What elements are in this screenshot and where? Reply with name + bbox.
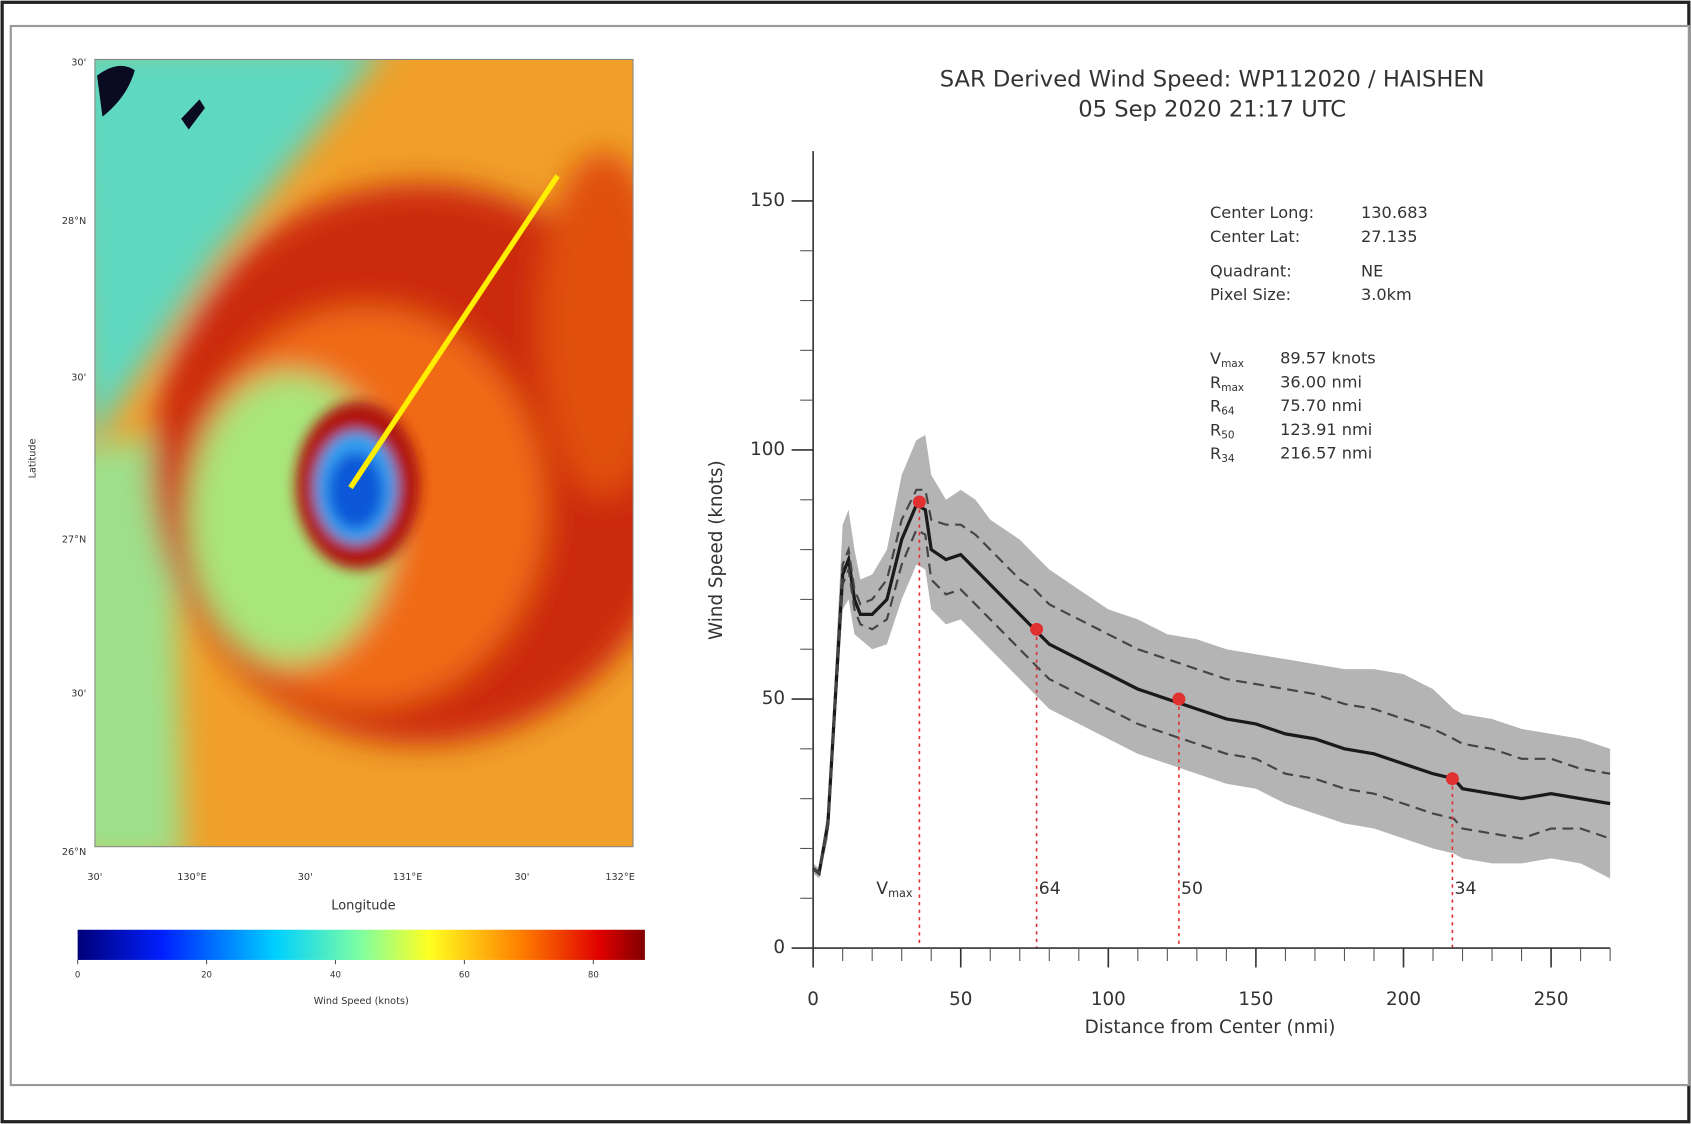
colorbar-tick-label: 80 bbox=[588, 971, 599, 981]
stat-label: Pixel Size: bbox=[1210, 285, 1291, 304]
map-y-label: Latitude bbox=[27, 438, 38, 478]
x-tick-label: 50 bbox=[949, 989, 972, 1010]
colorbar-tick-label: 0 bbox=[75, 971, 80, 981]
radius-stat-label-sub: max bbox=[1221, 358, 1244, 370]
radius-label-base: 64 bbox=[1039, 879, 1061, 899]
radius-point bbox=[913, 495, 926, 508]
chart-subtitle: 05 Sep 2020 21:17 UTC bbox=[1078, 97, 1346, 123]
stat-label: Quadrant: bbox=[1210, 261, 1292, 280]
radius-stat-value: 36.00 nmi bbox=[1280, 372, 1362, 391]
colorbar-tick-label: 60 bbox=[459, 971, 470, 981]
map-lat-tick-label: 28°N bbox=[62, 216, 86, 227]
wind-map bbox=[65, 43, 690, 863]
map-lat-tick-label: 26°N bbox=[62, 847, 86, 858]
radius-stat-label-base: R bbox=[1210, 420, 1221, 439]
map-lat-tick-label: 30' bbox=[71, 373, 86, 384]
radius-stat-label-base: R bbox=[1210, 396, 1221, 415]
radius-stat-label-sub: 34 bbox=[1221, 453, 1235, 465]
radius-stat-value: 216.57 nmi bbox=[1280, 444, 1372, 463]
radius-point bbox=[1172, 693, 1185, 706]
chart-title: SAR Derived Wind Speed: WP112020 / HAISH… bbox=[940, 66, 1485, 92]
x-tick-label: 0 bbox=[807, 989, 819, 1010]
stat-value: NE bbox=[1361, 261, 1383, 280]
radius-stat-label-base: R bbox=[1210, 444, 1221, 463]
radius-point bbox=[1446, 772, 1459, 785]
stat-value: 3.0km bbox=[1361, 285, 1412, 304]
stat-label: Center Lat: bbox=[1210, 227, 1300, 246]
page: Latitude Longitude Wind Speed (knots) 30… bbox=[0, 0, 1691, 1124]
x-axis-title: Distance from Center (nmi) bbox=[1085, 1017, 1336, 1038]
map-lon-tick-label: 130°E bbox=[177, 872, 206, 883]
colorbar bbox=[78, 930, 645, 960]
y-tick-label: 50 bbox=[762, 688, 785, 709]
map-lat-tick-label: 30' bbox=[71, 689, 86, 700]
stat-value: 130.683 bbox=[1361, 203, 1428, 222]
radius-label: 50 bbox=[1181, 879, 1203, 899]
radius-label-base: 50 bbox=[1181, 879, 1203, 899]
radius-stat-label-base: R bbox=[1210, 372, 1221, 391]
y-tick-label: 150 bbox=[750, 190, 785, 211]
colorbar-tick-label: 20 bbox=[201, 971, 212, 981]
map-lon-tick-label: 132°E bbox=[605, 872, 634, 883]
radius-label: 64 bbox=[1039, 879, 1061, 899]
radius-label-sub: max bbox=[888, 887, 913, 900]
map-lat-tick-label: 30' bbox=[71, 58, 86, 69]
y-axis-title: Wind Speed (knots) bbox=[706, 460, 727, 640]
radius-stat-label-sub: 50 bbox=[1221, 429, 1234, 441]
map-lon-tick-label: 30' bbox=[298, 872, 313, 883]
eye bbox=[295, 401, 420, 569]
radius-point bbox=[1030, 623, 1043, 636]
map-lat-tick-label: 27°N bbox=[62, 534, 86, 545]
x-tick-label: 250 bbox=[1534, 989, 1569, 1010]
x-tick-label: 150 bbox=[1238, 989, 1273, 1010]
map-lon-tick-label: 131°E bbox=[393, 872, 422, 883]
radius-stat-label-sub: 64 bbox=[1221, 406, 1235, 418]
map-lon-tick-label: 30' bbox=[87, 872, 102, 883]
radius-stat-value: 75.70 nmi bbox=[1280, 396, 1362, 415]
x-tick-label: 100 bbox=[1091, 989, 1126, 1010]
stat-value: 27.135 bbox=[1361, 227, 1418, 246]
radius-label: 34 bbox=[1455, 879, 1477, 899]
radius-stat-value: 89.57 knots bbox=[1280, 349, 1376, 368]
y-tick-label: 100 bbox=[750, 439, 785, 460]
x-tick-label: 200 bbox=[1386, 989, 1421, 1010]
stat-label: Center Long: bbox=[1210, 203, 1314, 222]
radius-label-base: V bbox=[876, 879, 888, 899]
map-lon-tick-label: 30' bbox=[514, 872, 529, 883]
screenshot: Latitude Longitude Wind Speed (knots) 30… bbox=[0, 0, 1691, 1124]
radius-stat-label-sub: max bbox=[1221, 382, 1244, 394]
colorbar-tick-label: 40 bbox=[330, 971, 341, 981]
colorbar-label: Wind Speed (knots) bbox=[314, 996, 409, 1007]
radius-stat-label-base: V bbox=[1210, 349, 1221, 368]
y-tick-label: 0 bbox=[773, 937, 785, 958]
map-x-label: Longitude bbox=[331, 899, 395, 914]
radius-stat-value: 123.91 nmi bbox=[1280, 420, 1372, 439]
radius-label-base: 34 bbox=[1455, 879, 1477, 899]
